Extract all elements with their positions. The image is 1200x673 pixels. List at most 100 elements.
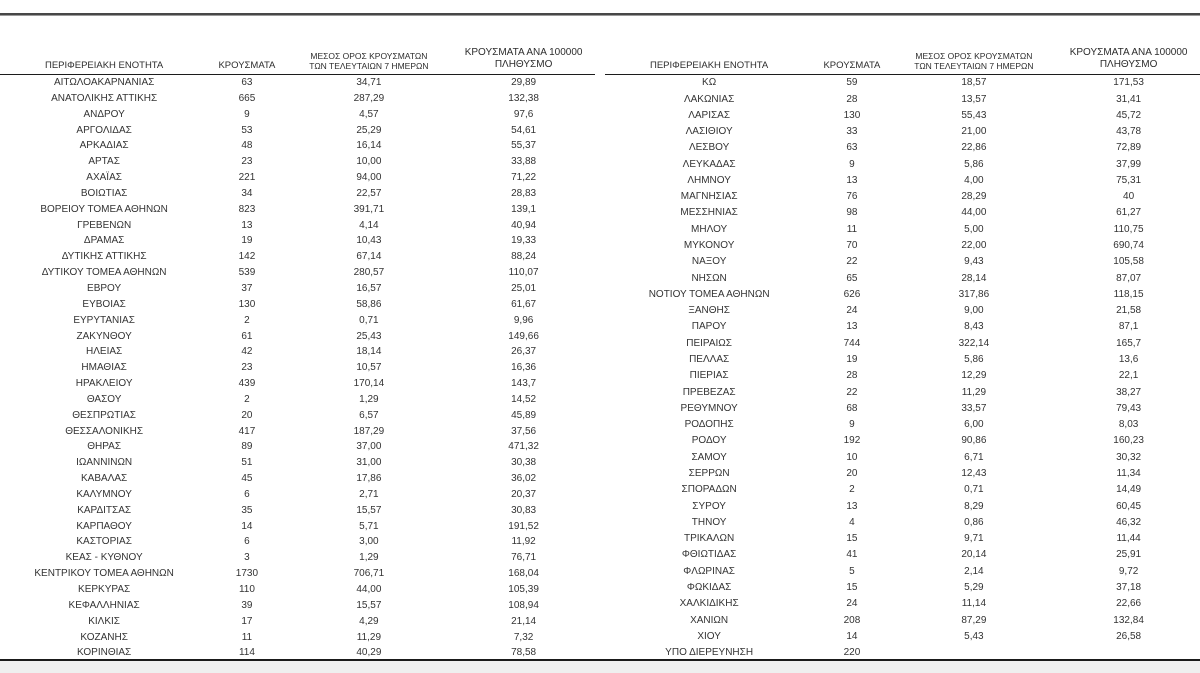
header-avg7: ΜΕΣΟΣ ΟΡΟΣ ΚΡΟΥΣΜΑΤΩΝ ΤΩΝ ΤΕΛΕΥΤΑΙΩΝ 7 Η… — [890, 16, 1058, 75]
per100k-value: 139,1 — [511, 203, 537, 215]
cases-value: 130 — [843, 109, 861, 121]
per100k-value: 171,53 — [1113, 77, 1144, 89]
cases-value: 14 — [241, 520, 253, 532]
region-name: ΤΡΙΚΑΛΩΝ — [683, 533, 735, 545]
region-name: ΡΟΔΟΥ — [691, 435, 727, 447]
region-name: ΜΗΛΟΥ — [691, 223, 728, 235]
header-cases: ΚΡΟΥΣΜΑΤΑ — [813, 16, 891, 75]
per100k-value: 13,6 — [1118, 354, 1139, 366]
region-name: ΘΕΣΠΡΩΤΙΑΣ — [72, 409, 136, 421]
table-row: ΜΑΓΝΗΣΙΑΣ 76 28,29 40 — [605, 189, 1200, 205]
cases-value: 24 — [846, 598, 858, 610]
avg7-value: 18,14 — [356, 346, 382, 358]
avg7-value: 22,86 — [961, 142, 987, 154]
cases-value: 221 — [238, 172, 256, 184]
table-row: ΛΑΡΙΣΑΣ 130 55,43 45,72 — [605, 108, 1200, 124]
region-name: ΡΕΘΥΜΝΟΥ — [680, 402, 738, 414]
header-region: ΠΕΡΙΦΕΡΕΙΑΚΗ ΕΝΟΤΗΤΑ — [0, 16, 209, 75]
table-row: ΚΑΡΔΙΤΣΑΣ 35 15,57 30,83 — [0, 503, 595, 519]
per100k-value: 87,1 — [1118, 321, 1139, 333]
region-name: ΒΟΡΕΙΟΥ ΤΟΜΕΑ ΑΘΗΝΩΝ — [40, 203, 168, 215]
cases-value: 53 — [241, 124, 253, 136]
avg7-value: 0,71 — [359, 314, 379, 326]
cases-value: 13 — [846, 500, 858, 512]
table-row: ΙΩΑΝΝΙΝΩΝ 51 31,00 30,38 — [0, 455, 595, 471]
region-name: ΑΡΓΟΛΙΔΑΣ — [76, 124, 132, 136]
table-row: ΓΡΕΒΕΝΩΝ 13 4,14 40,94 — [0, 218, 595, 234]
per100k-value: 9,96 — [513, 314, 534, 326]
per100k-value: 11,34 — [1116, 467, 1141, 479]
region-name: ΑΡΚΑΔΙΑΣ — [79, 140, 129, 152]
region-name: ΚΕΡΚΥΡΑΣ — [78, 584, 131, 595]
region-name: ΔΥΤΙΚΟΥ ΤΟΜΕΑ ΑΘΗΝΩΝ — [41, 267, 167, 279]
header-per100k-line1: ΚΡΟΥΣΜΑΤΑ ΑΝΑ 100000 — [1069, 47, 1188, 58]
header-avg7-line2: ΤΩΝ ΤΕΛΕΥΤΑΙΩΝ 7 ΗΜΕΡΩΝ — [914, 60, 1034, 71]
avg7-value: 5,71 — [359, 520, 379, 532]
table-row: ΕΥΒΟΙΑΣ 130 58,86 61,67 — [0, 297, 595, 313]
cases-value: 61 — [241, 330, 253, 342]
table-row: ΒΟΡΕΙΟΥ ΤΟΜΕΑ ΑΘΗΝΩΝ 823 391,71 139,1 — [0, 202, 595, 218]
cases-value: 48 — [241, 140, 253, 152]
per100k-value: 75,31 — [1116, 174, 1142, 186]
cases-value: 89 — [241, 441, 253, 453]
region-name: ΕΥΒΟΙΑΣ — [82, 298, 126, 310]
header-avg7-line1: ΜΕΣΟΣ ΟΡΟΣ ΚΡΟΥΣΜΑΤΩΝ — [310, 50, 428, 61]
table-row: ΠΕΙΡΑΙΩΣ 744 322,14 165,7 — [605, 336, 1200, 352]
per100k-value: 97,6 — [513, 108, 534, 120]
avg7-value: 1,29 — [359, 552, 379, 564]
region-name: ΝΗΣΩΝ — [691, 272, 727, 284]
table-row: ΚΟΖΑΝΗΣ 11 11,29 7,32 — [0, 630, 595, 646]
table-row: ΣΕΡΡΩΝ 20 12,43 11,34 — [605, 466, 1200, 482]
cases-value: 68 — [846, 402, 858, 414]
avg7-value: 6,57 — [359, 409, 379, 421]
cases-value: 192 — [843, 435, 861, 447]
avg7-value: 44,00 — [961, 207, 987, 219]
table-row: ΔΡΑΜΑΣ 19 10,43 19,33 — [0, 233, 595, 249]
avg7-value: 67,14 — [356, 251, 382, 263]
per100k-value: 7,32 — [513, 631, 534, 643]
cases-value: 626 — [843, 288, 861, 300]
cases-value: 5 — [849, 565, 855, 577]
per100k-value: 79,43 — [1116, 402, 1142, 414]
header-row: ΠΕΡΙΦΕΡΕΙΑΚΗ ΕΝΟΤΗΤΑ ΚΡΟΥΣΜΑΤΑ ΜΕΣΟΣ ΟΡΟ… — [0, 16, 595, 75]
avg7-value: 4,29 — [359, 615, 379, 627]
region-name: ΛΑΚΩΝΙΑΣ — [683, 93, 735, 105]
cases-value: 51 — [241, 457, 253, 469]
table-row: ΘΗΡΑΣ 89 37,00 471,32 — [0, 439, 595, 455]
table-row: ΑΙΤΩΛΟΑΚΑΡΝΑΝΙΑΣ 63 34,71 29,89 — [0, 75, 595, 91]
region-name: ΑΝΔΡΟΥ — [83, 108, 125, 120]
cases-value: 63 — [241, 77, 253, 88]
region-name: ΑΧΑΪΑΣ — [86, 172, 122, 184]
region-name: ΝΑΞΟΥ — [691, 256, 727, 268]
avg7-value: 11,14 — [961, 598, 987, 610]
avg7-value: 31,00 — [356, 457, 382, 469]
region-name: ΑΡΤΑΣ — [88, 156, 120, 168]
avg7-value: 706,71 — [353, 568, 385, 580]
header-avg7: ΜΕΣΟΣ ΟΡΟΣ ΚΡΟΥΣΜΑΤΩΝ ΤΩΝ ΤΕΛΕΥΤΑΙΩΝ 7 Η… — [285, 16, 453, 75]
region-name: ΘΗΡΑΣ — [87, 441, 122, 453]
avg7-value: 55,43 — [961, 109, 987, 121]
table-row: ΜΗΛΟΥ 11 5,00 110,75 — [605, 222, 1200, 238]
per100k-value: 87,07 — [1116, 272, 1142, 284]
per100k-value: 22,1 — [1118, 370, 1139, 382]
cases-value: 130 — [238, 298, 256, 310]
per100k-value: 88,24 — [511, 251, 537, 263]
cases-value: 823 — [238, 203, 256, 215]
per100k-value: 55,37 — [511, 140, 537, 152]
table-row: ΚΙΛΚΙΣ 17 4,29 21,14 — [0, 614, 595, 630]
avg7-value: 90,86 — [961, 435, 987, 447]
cases-value: 6 — [244, 536, 250, 548]
avg7-value: 28,14 — [961, 272, 987, 284]
per100k-value: 19,33 — [511, 235, 537, 247]
per100k-value: 45,72 — [1116, 109, 1142, 121]
cases-value: 20 — [241, 409, 253, 421]
cases-value: 24 — [846, 305, 858, 317]
cases-value: 28 — [846, 93, 858, 105]
table-row: ΕΥΡΥΤΑΝΙΑΣ 2 0,71 9,96 — [0, 313, 595, 329]
cases-value: 11 — [241, 631, 253, 643]
per100k-value: 37,18 — [1116, 581, 1142, 593]
cases-value: 34 — [241, 187, 253, 199]
avg7-value: 12,43 — [961, 467, 987, 479]
per100k-value: 143,7 — [511, 378, 537, 390]
